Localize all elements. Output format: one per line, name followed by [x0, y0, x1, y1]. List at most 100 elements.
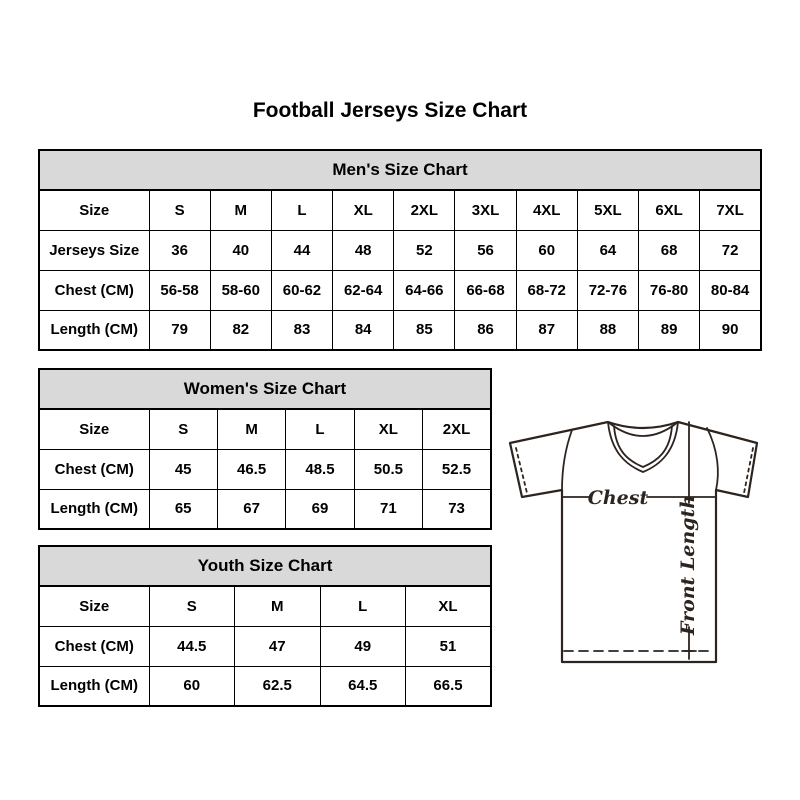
- page-title: Football Jerseys Size Chart: [252, 99, 528, 122]
- table-cell: 3XL: [454, 189, 517, 231]
- table-row: Chest (CM) 44.5 47 49 51: [38, 625, 492, 667]
- table-cell: 62.5: [234, 665, 321, 707]
- table-cell: XL: [332, 189, 395, 231]
- right-cuff-dashed-line: [743, 447, 754, 494]
- row-label: Chest (CM): [38, 448, 150, 490]
- table-cell: 50.5: [353, 448, 424, 490]
- jersey-outline-shape: [508, 420, 759, 664]
- table-cell: 67: [216, 488, 287, 530]
- table-row: Length (CM) 79 82 83 84 85 86 87 88 89 90: [38, 309, 762, 351]
- table-cell: 58-60: [209, 269, 272, 311]
- table-cell: 36: [148, 229, 211, 271]
- table-title: Men's Size Chart: [38, 149, 762, 191]
- table-cell: S: [148, 585, 235, 627]
- table-cell: 73: [422, 488, 492, 530]
- row-label: Length (CM): [38, 665, 150, 707]
- table-cell: 5XL: [576, 189, 640, 231]
- table-cell: 84: [332, 309, 395, 351]
- table-row: Size S M L XL: [38, 585, 492, 627]
- table-cell: L: [270, 189, 334, 231]
- table-cell: 72-76: [576, 269, 640, 311]
- table-cell: M: [216, 408, 287, 450]
- table-cell: 76-80: [637, 269, 701, 311]
- vneck-inner-line: [613, 425, 673, 468]
- table-cell: 45: [148, 448, 218, 490]
- front-length-label: Front Length: [677, 495, 699, 636]
- table-cell: 72: [699, 229, 762, 271]
- row-label: Length (CM): [38, 309, 150, 351]
- table-cell: 60: [148, 665, 235, 707]
- table-cell: 2XL: [422, 408, 492, 450]
- table-cell: 64.5: [319, 665, 406, 707]
- table-cell: 64-66: [393, 269, 456, 311]
- left-cuff-dashed-line: [515, 447, 528, 494]
- table-cell: 83: [270, 309, 334, 351]
- table-cell: XL: [405, 585, 492, 627]
- table-row: Length (CM) 60 62.5 64.5 66.5: [38, 665, 492, 707]
- table-cell: 82: [209, 309, 272, 351]
- table-cell: 49: [319, 625, 406, 667]
- table-cell: S: [148, 408, 218, 450]
- table-title: Women's Size Chart: [38, 368, 492, 410]
- table-cell: 56-58: [148, 269, 211, 311]
- table-cell: 52.5: [422, 448, 492, 490]
- table-cell: 46.5: [216, 448, 287, 490]
- table-row: Size S M L XL 2XL: [38, 408, 492, 450]
- table-cell: 66-68: [454, 269, 517, 311]
- table-cell: 69: [285, 488, 355, 530]
- table-cell: M: [209, 189, 272, 231]
- mens-size-table: Men's Size Chart Size S M L XL 2XL 3XL 4XL 5XL 6XL…: [38, 149, 762, 351]
- row-label: Jerseys Size: [38, 229, 150, 271]
- table-cell: 48: [332, 229, 395, 271]
- table-row: Chest (CM) 45 46.5 48.5 50.5 52.5: [38, 448, 492, 490]
- table-row: Length (CM) 65 67 69 71 73: [38, 488, 492, 530]
- table-cell: 47: [234, 625, 321, 667]
- youth-size-table: Youth Size Chart Size S M L XL Chest (CM) 44.5 4…: [38, 545, 492, 707]
- right-sleeve-seam: [706, 427, 719, 491]
- table-cell: 89: [637, 309, 701, 351]
- collar-band-line: [607, 421, 679, 437]
- table-cell: XL: [353, 408, 424, 450]
- table-cell: 80-84: [699, 269, 762, 311]
- table-cell: 40: [209, 229, 272, 271]
- table-row: Chest (CM) 56-58 58-60 60-62 62-64 64-66 66-68…: [38, 269, 762, 311]
- table-cell: 68-72: [515, 269, 578, 311]
- row-label: Chest (CM): [38, 625, 150, 667]
- womens-size-table: Women's Size Chart Size S M L XL 2XL Chest (CM)…: [38, 368, 492, 530]
- table-cell: 51: [405, 625, 492, 667]
- table-cell: 62-64: [332, 269, 395, 311]
- vneck-outer-line: [607, 421, 679, 473]
- table-cell: 90: [699, 309, 762, 351]
- table-cell: 2XL: [393, 189, 456, 231]
- table-cell: L: [285, 408, 355, 450]
- row-label: Chest (CM): [38, 269, 150, 311]
- left-sleeve-seam: [561, 429, 573, 491]
- table-cell: 6XL: [637, 189, 701, 231]
- table-cell: 79: [148, 309, 211, 351]
- row-label: Size: [38, 408, 150, 450]
- table-cell: 4XL: [515, 189, 578, 231]
- table-cell: 60-62: [270, 269, 334, 311]
- table-cell: 48.5: [285, 448, 355, 490]
- table-cell: L: [319, 585, 406, 627]
- table-cell: 52: [393, 229, 456, 271]
- jersey-measurement-diagram: Chest Front Length: [505, 400, 775, 672]
- table-cell: 68: [637, 229, 701, 271]
- table-cell: 7XL: [699, 189, 762, 231]
- table-row: Size S M L XL 2XL 3XL 4XL 5XL 6XL 7XL: [38, 189, 762, 231]
- table-cell: 44: [270, 229, 334, 271]
- table-title: Youth Size Chart: [38, 545, 492, 587]
- table-cell: 88: [576, 309, 640, 351]
- table-cell: 87: [515, 309, 578, 351]
- table-cell: 44.5: [148, 625, 235, 667]
- table-row: Jerseys Size 36 40 44 48 52 56 60 64 68 72: [38, 229, 762, 271]
- table-cell: 66.5: [405, 665, 492, 707]
- table-cell: 60: [515, 229, 578, 271]
- table-cell: 86: [454, 309, 517, 351]
- table-cell: 71: [353, 488, 424, 530]
- row-label: Size: [38, 585, 150, 627]
- table-cell: 85: [393, 309, 456, 351]
- chest-label: Chest: [588, 487, 649, 509]
- table-cell: 64: [576, 229, 640, 271]
- table-cell: M: [234, 585, 321, 627]
